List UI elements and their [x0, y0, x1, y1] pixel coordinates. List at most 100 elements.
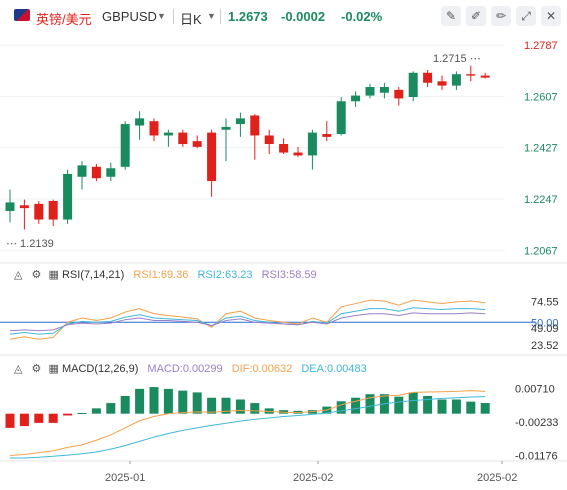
candle-body: [480, 75, 490, 78]
period-selector[interactable]: 日K: [180, 12, 202, 27]
macd-line: [10, 396, 486, 459]
candle-body: [34, 203, 44, 220]
macd-histogram-bar: [480, 403, 490, 414]
macd-histogram-bar: [221, 397, 231, 414]
macd-title[interactable]: MACD(12,26,9): [61, 363, 139, 375]
candle-body: [221, 126, 231, 130]
candle-body: [365, 87, 375, 96]
dea-label: DEA:0.00483: [301, 363, 367, 375]
candle-body: [192, 141, 202, 147]
brush-tool-icon[interactable]: ✏: [491, 6, 511, 26]
candle-body: [63, 173, 73, 220]
candle-body: [307, 132, 317, 156]
chart-icon[interactable]: ▦: [48, 363, 59, 375]
macd-histogram-bar: [437, 399, 447, 414]
rsi3-label: RSI3:58.59: [261, 269, 317, 281]
candle-body: [149, 121, 159, 136]
gear-icon[interactable]: ⚙: [31, 269, 42, 281]
price-tick-label: 1.2607: [524, 91, 558, 103]
macd-legend: ◬ ⚙ ▦ MACD(12,26,9) MACD:0.00299 DIF:0.0…: [14, 362, 367, 375]
macd-histogram-bar: [63, 413, 73, 416]
macd-histogram-bar: [178, 390, 188, 414]
macd-histogram-bar: [394, 396, 404, 414]
macd-label: MACD:0.00299: [147, 363, 223, 375]
candle-body: [207, 132, 217, 182]
grid-lines: [0, 44, 505, 464]
gear-icon[interactable]: ⚙: [31, 363, 42, 375]
rsi-tick-label: 50.00: [531, 317, 559, 329]
candle-body: [466, 74, 476, 76]
macd-tick-label: 0.00710: [515, 384, 555, 396]
high-annotation: 1.2715 ⋯: [433, 53, 481, 65]
close-icon[interactable]: ✕: [541, 6, 561, 26]
divider: [173, 9, 174, 24]
macd-histogram-bar: [192, 392, 202, 414]
chart-icon[interactable]: ▦: [48, 269, 59, 281]
x-tick-label: 2025-02: [293, 472, 333, 484]
candle-body: [293, 152, 303, 156]
candle-body: [451, 74, 461, 86]
macd-histogram-bar: [91, 408, 101, 414]
macd-histogram-bar: [423, 395, 433, 414]
candle-body: [250, 115, 260, 136]
candle-body: [77, 165, 87, 177]
candle-body: [437, 81, 447, 86]
candle-body: [48, 201, 58, 220]
rsi-title[interactable]: RSI(7,14,21): [61, 269, 125, 281]
pen-tool-icon[interactable]: ✐: [466, 6, 486, 26]
candle-body: [408, 72, 418, 97]
candle-body: [178, 132, 188, 145]
candle-body: [91, 166, 101, 179]
macd-histogram-bar: [106, 403, 116, 414]
candles: [5, 65, 490, 230]
macd-bars: [5, 387, 490, 459]
candle-body: [279, 144, 289, 153]
candle-body: [235, 118, 245, 125]
macd-histogram-bar: [466, 401, 476, 414]
price-tick-label: 1.2067: [524, 245, 558, 257]
chevron-down-icon[interactable]: ▼: [207, 11, 216, 21]
candle-body: [351, 95, 361, 102]
uk-flag-icon: [14, 9, 30, 21]
price-change: -0.0002: [281, 9, 326, 24]
rsi-tick-label: 23.52: [531, 340, 559, 352]
draw-line-tool-icon[interactable]: ✎: [441, 6, 461, 26]
pair-name-cn[interactable]: 英镑/美元: [36, 12, 92, 27]
candle-body: [394, 89, 404, 99]
price-change-pct: -0.02%: [341, 9, 383, 24]
divider: [220, 9, 221, 24]
candle-body: [135, 118, 145, 126]
x-tick-label: 2025-02: [477, 472, 517, 484]
macd-histogram-bar: [149, 387, 159, 414]
macd-tick-label: -0.01176: [515, 450, 558, 462]
candle-body: [163, 132, 173, 136]
price-tick-label: 1.2247: [524, 194, 558, 206]
macd-histogram-bar: [408, 392, 418, 414]
eye-icon[interactable]: ◬: [14, 269, 23, 281]
last-price: 1.2673: [228, 9, 268, 24]
chevron-down-icon[interactable]: ▼: [157, 11, 166, 21]
rsi2-label: RSI2:63.23: [197, 269, 253, 281]
macd-histogram-bar: [135, 388, 145, 414]
rsi-series-line: [9, 299, 486, 340]
fullscreen-icon[interactable]: ⤢: [516, 6, 536, 26]
macd-histogram-bar: [264, 408, 274, 414]
candle-body: [5, 202, 15, 211]
macd-histogram-bar: [163, 388, 173, 414]
macd-histogram-bar: [5, 413, 15, 428]
rsi-lines: [0, 299, 535, 340]
rsi1-label: RSI1:69.36: [133, 269, 189, 281]
chart-header: 英镑/美元 GBPUSD ▼ 日K ▼ 1.2673 -0.0002 -0.02…: [0, 0, 567, 32]
macd-histogram-bar: [365, 394, 375, 414]
candle-body: [120, 124, 130, 167]
macd-line: [9, 390, 486, 457]
pair-code[interactable]: GBPUSD: [102, 9, 157, 24]
macd-histogram-bar: [120, 395, 130, 414]
candle-body: [19, 205, 29, 209]
low-annotation: ⋯ 1.2139: [6, 238, 54, 250]
eye-icon[interactable]: ◬: [14, 363, 23, 375]
candle-body: [423, 72, 433, 83]
macd-histogram-bar: [207, 397, 217, 414]
macd-histogram-bar: [351, 397, 361, 414]
